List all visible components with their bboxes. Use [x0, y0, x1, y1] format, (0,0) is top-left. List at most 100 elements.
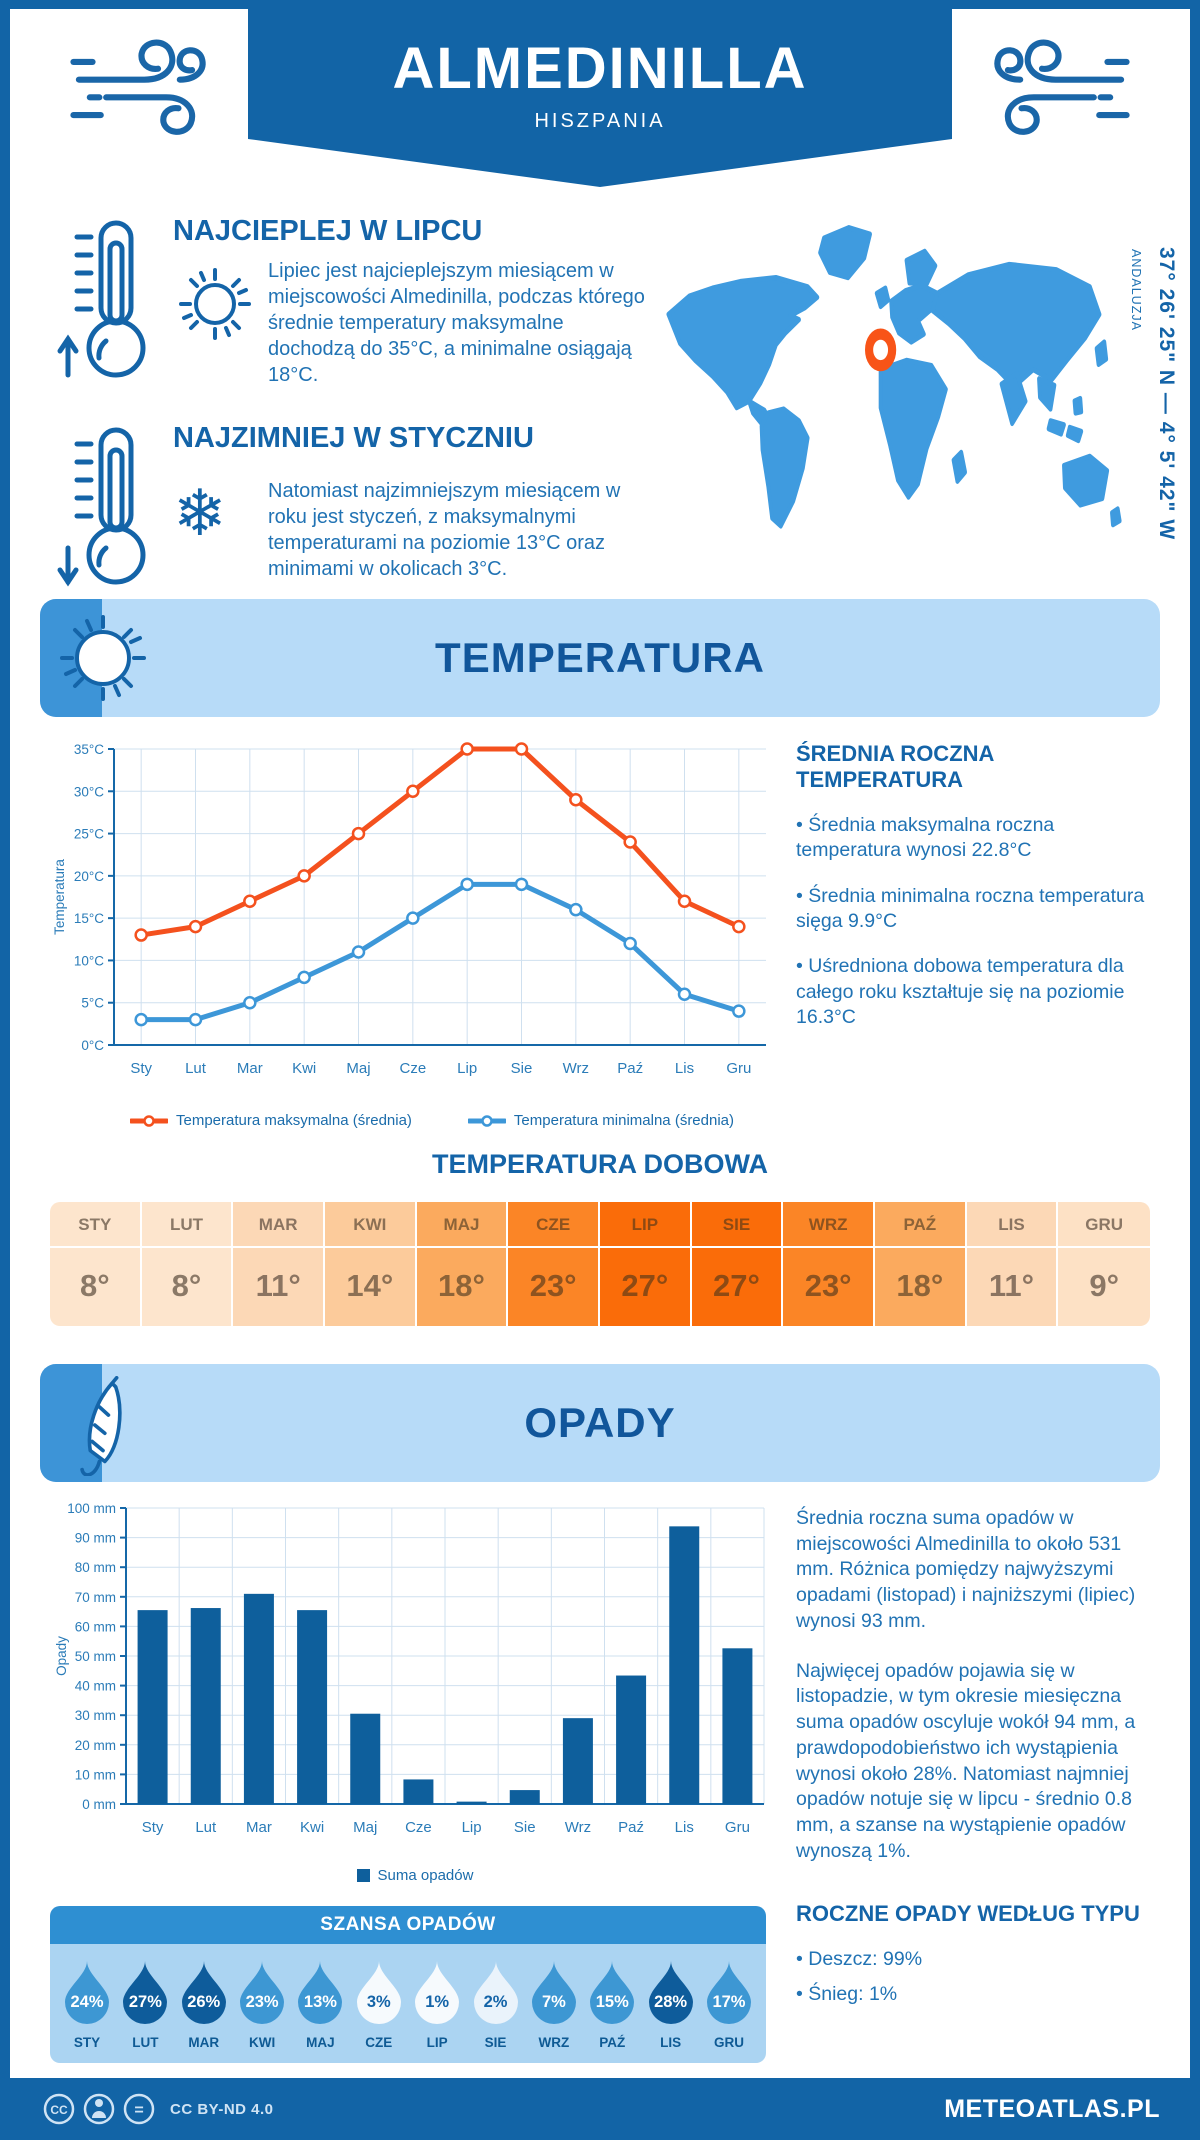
svg-text:90 mm: 90 mm	[75, 1531, 116, 1546]
svg-text:30°C: 30°C	[74, 784, 104, 799]
daily-temp-month: SIE	[691, 1202, 784, 1248]
chance-drop: 15% PAŹ	[585, 1959, 639, 2050]
raindrop-icon	[590, 1961, 635, 2024]
temperature-legend: Temperatura maksymalna (średnia) Temperat…	[130, 1112, 780, 1129]
chance-drop: 27% LUT	[118, 1959, 172, 2050]
raindrop-icon	[356, 1961, 401, 2024]
raindrop-icon	[123, 1961, 168, 2024]
sun-icon	[173, 258, 268, 388]
thermometer-up-icon	[57, 220, 146, 378]
banner-sun-icon	[60, 615, 146, 701]
chance-drops: 24% STY 27% LUT 26% MAR 23% KWI 13% MAJ 3% CZE 1% LIP…	[50, 1944, 766, 2063]
svg-text:40 mm: 40 mm	[75, 1679, 116, 1694]
bar	[243, 1593, 274, 1804]
chance-value: 1%	[425, 1993, 450, 2011]
legend-item: Temperatura maksymalna (średnia)	[130, 1112, 412, 1129]
wind-icon	[994, 39, 1130, 135]
svg-text:=: =	[134, 2102, 143, 2119]
chance-value: 28%	[654, 1993, 688, 2011]
svg-text:Wrz: Wrz	[563, 1060, 589, 1077]
daily-temp-month: LIS	[966, 1202, 1059, 1248]
highlight-heading: NAJZIMNIEJ W STYCZNIU	[173, 422, 534, 454]
svg-text:Wrz: Wrz	[565, 1819, 591, 1836]
daily-temp-month: MAJ	[416, 1202, 509, 1248]
temperature-line-chart: 0°C 5°C 10°C 15°C 20°C 25°C 30°C 35°C Sty Lut Mar K…	[50, 731, 780, 1098]
daily-temperature-section: TEMPERATURA DOBOWA STY LUT MAR KWI MAJ CZE LIP…	[10, 1149, 1190, 1326]
cc-icon	[43, 2093, 75, 2125]
annual-temp-bullet: • Średnia maksymalna roczna temperatura …	[796, 814, 1055, 862]
svg-text:0 mm: 0 mm	[82, 1797, 116, 1812]
precipitation-legend: Suma opadów	[50, 1867, 780, 1884]
svg-text:50 mm: 50 mm	[75, 1649, 116, 1664]
daily-temp-value: 14°	[324, 1248, 417, 1326]
bar	[456, 1801, 487, 1804]
chance-value: 23%	[245, 1993, 279, 2011]
coordinates-label: 37° 26' 25" N — 4° 5' 42" W	[1155, 247, 1178, 541]
svg-text:Sty: Sty	[130, 1060, 152, 1077]
bar	[562, 1718, 593, 1804]
daily-temp-month: KWI	[324, 1202, 417, 1248]
bar	[509, 1790, 540, 1804]
daily-temp-value: 23°	[508, 1248, 600, 1326]
raindrop-icon	[473, 1961, 518, 2024]
svg-text:Maj: Maj	[353, 1819, 377, 1836]
svg-text:35°C: 35°C	[74, 742, 104, 757]
bar	[616, 1675, 647, 1804]
region-label: ANDALUZJA	[1129, 249, 1143, 331]
legend-label: Temperatura minimalna (średnia)	[513, 1112, 735, 1129]
precipitation-text: Średnia roczna suma opadów w miejscowośc…	[796, 1496, 1150, 2063]
chance-value: 3%	[366, 1993, 391, 2011]
annual-temp-bullet: • Uśredniona dobowa temperatura dla całe…	[796, 955, 1125, 1029]
chance-of-precipitation: SZANSA OPADÓW 24% STY 27% LUT 26% MAR 23% KWI 13…	[50, 1906, 766, 2063]
annual-temperature-text: ŚREDNIA ROCZNA TEMPERATURA • Średnia mak…	[796, 731, 1150, 1129]
daily-temp-title: TEMPERATURA DOBOWA	[432, 1149, 768, 1179]
precip-type-heading: ROCZNE OPADY WEDŁUG TYPU	[796, 1900, 1140, 1926]
chance-month: LIP	[426, 2035, 448, 2050]
svg-text:Lip: Lip	[457, 1060, 477, 1077]
svg-text:30 mm: 30 mm	[75, 1708, 116, 1723]
page-title: ALMEDINILLA	[392, 36, 808, 101]
svg-text:Lis: Lis	[675, 1060, 694, 1077]
closed-umbrella-icon	[80, 1376, 122, 1476]
chance-drop: 17% GRU	[702, 1959, 756, 2050]
daily-temp-month: PAŹ	[874, 1202, 967, 1248]
svg-text:Lis: Lis	[675, 1819, 694, 1836]
annual-temp-bullet: • Średnia minimalna roczna temperatura s…	[796, 884, 1145, 933]
svg-text:Paź: Paź	[617, 1060, 643, 1077]
svg-text:Mar: Mar	[246, 1819, 272, 1836]
svg-text:Kwi: Kwi	[300, 1819, 324, 1836]
chance-drop: 7% WRZ	[527, 1959, 581, 2050]
svg-text:Maj: Maj	[346, 1060, 370, 1077]
precipitation-bar-chart-svg: 0 mm 10 mm 20 mm 30 mm 40 mm 50 mm 60 mm 70 mm 8…	[54, 1501, 765, 1836]
daily-temp-month: LUT	[141, 1202, 234, 1248]
chance-month: CZE	[365, 2035, 393, 2050]
chance-month: MAJ	[306, 2035, 335, 2050]
bar	[297, 1610, 328, 1804]
svg-text:70 mm: 70 mm	[75, 1590, 116, 1605]
daily-temp-value: 27°	[599, 1248, 692, 1326]
svg-text:Gru: Gru	[725, 1819, 750, 1836]
svg-text:60 mm: 60 mm	[75, 1619, 116, 1634]
svg-text:Lut: Lut	[195, 1819, 217, 1836]
highlight-warmest: NAJCIEPLEJ W LIPCU Lipiec jest najcieple…	[55, 215, 655, 388]
snowflake-icon: ❄	[173, 476, 227, 551]
daily-temp-month: GRU	[1058, 1202, 1150, 1248]
footer: CC = CC BY-ND 4.0 METEOATLAS.PL	[10, 2078, 1190, 2140]
svg-text:Temperatura: Temperatura	[52, 859, 67, 935]
svg-text:80 mm: 80 mm	[75, 1560, 116, 1575]
chance-drop: 26% MAR	[177, 1959, 231, 2050]
chance-month: STY	[73, 2035, 101, 2050]
precip-paragraph: Najwięcej opadów pojawia się w listopadz…	[796, 1659, 1136, 1862]
chance-drop: 1% LIP	[410, 1959, 464, 2050]
chance-drop: 23% KWI	[235, 1959, 289, 2050]
chance-value: 27%	[128, 1993, 162, 2011]
daily-temp-value: 18°	[416, 1248, 509, 1326]
daily-temp-value: 18°	[874, 1248, 967, 1326]
chance-value: 7%	[541, 1993, 566, 2011]
svg-text:Cze: Cze	[399, 1060, 426, 1077]
chance-month: GRU	[713, 2035, 744, 2050]
svg-text:25°C: 25°C	[74, 827, 104, 842]
svg-text:Sty: Sty	[142, 1819, 164, 1836]
highlights: NAJCIEPLEJ W LIPCU Lipiec jest najcieple…	[55, 215, 655, 628]
chance-value: 13%	[303, 1993, 337, 2011]
